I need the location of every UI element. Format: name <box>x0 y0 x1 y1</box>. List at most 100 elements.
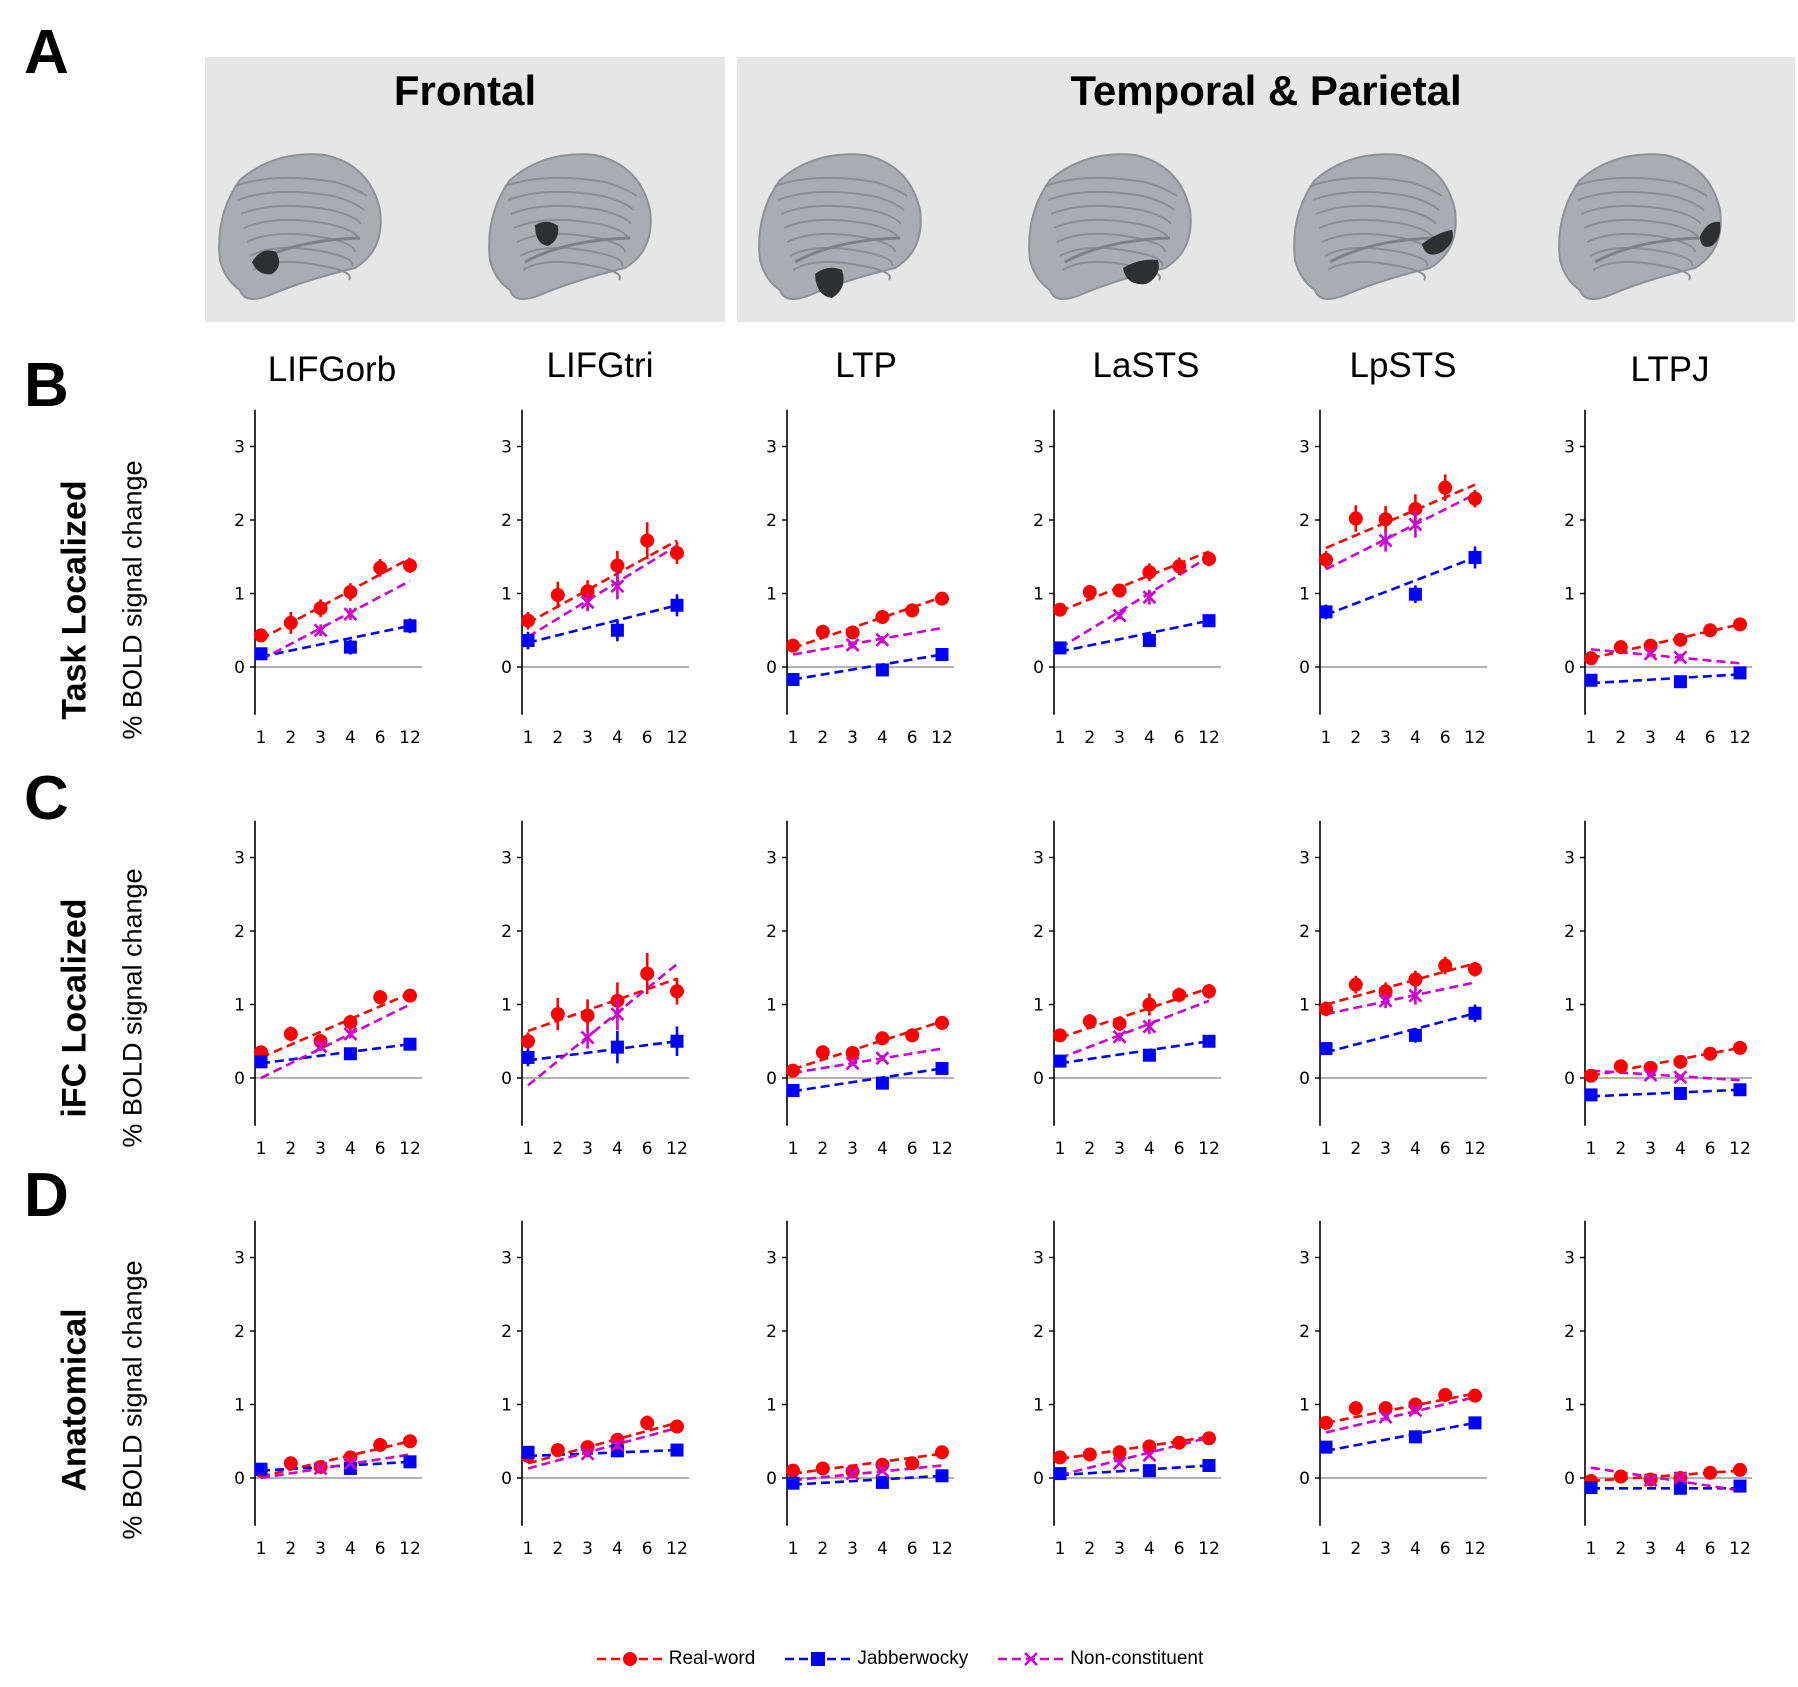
x-tick-label: 12 <box>1729 1539 1751 1559</box>
y-tick-label: 3 <box>766 849 777 869</box>
x-tick-label: 6 <box>1705 1539 1716 1559</box>
fit-line-non-constituent <box>792 1047 943 1075</box>
temporal-parietal-group-box: Temporal & Parietal <box>737 57 1795 322</box>
point-jabberwocky <box>1202 1034 1216 1048</box>
point-real-word <box>1378 512 1393 527</box>
fit-line-real-word <box>527 1421 678 1465</box>
point-real-word <box>670 1419 684 1434</box>
x-tick-label: 4 <box>612 1539 623 1559</box>
point-real-word <box>1643 1060 1658 1075</box>
temporal-parietal-group-title: Temporal & Parietal <box>1070 67 1462 114</box>
point-jabberwocky <box>935 1061 949 1075</box>
point-real-word <box>1112 583 1127 598</box>
point-real-word <box>845 1046 860 1061</box>
point-jabberwocky <box>1468 550 1482 564</box>
point-jabberwocky <box>1202 614 1216 628</box>
x-tick-label: 3 <box>847 1539 858 1559</box>
x-tick-label: 3 <box>315 1139 326 1159</box>
y-tick-label: 1 <box>501 1396 512 1416</box>
point-non-constituent <box>1673 1070 1688 1085</box>
point-non-constituent <box>1408 517 1423 532</box>
x-tick-label: 4 <box>1144 1539 1155 1559</box>
fit-line-real-word <box>527 977 678 1033</box>
fit-line-non-constituent <box>792 626 943 656</box>
y-tick-label: 2 <box>766 922 777 942</box>
y-tick-label: 1 <box>766 585 777 605</box>
y-tick-label: 1 <box>234 1396 245 1416</box>
point-real-word <box>815 1045 830 1060</box>
x-tick-label: 4 <box>877 728 888 748</box>
point-real-word <box>1172 1435 1187 1450</box>
point-real-word <box>815 624 830 639</box>
x-tick-label: 3 <box>1645 1539 1656 1559</box>
point-real-word <box>1468 1388 1482 1403</box>
x-tick-label: 6 <box>375 1139 386 1159</box>
x-tick-label: 1 <box>788 728 799 748</box>
point-jabberwocky <box>1673 1481 1687 1495</box>
y-tick-label: 0 <box>766 658 777 678</box>
y-tick-label: 2 <box>1564 922 1575 942</box>
point-real-word <box>1438 958 1453 973</box>
x-tick-label: 3 <box>315 728 326 748</box>
point-real-word <box>610 1432 625 1447</box>
fit-line-non-constituent <box>260 579 411 661</box>
y-tick-label: 1 <box>1564 585 1575 605</box>
y-tick-label: 2 <box>1033 1322 1044 1342</box>
point-real-word <box>373 990 388 1005</box>
region-label-lasts: LaSTS <box>1092 346 1200 385</box>
x-tick-label: 6 <box>1440 1139 1451 1159</box>
point-jabberwocky <box>1408 1430 1422 1444</box>
fit-line-jabberwocky <box>260 624 411 658</box>
point-real-word <box>1468 491 1482 506</box>
point-real-word <box>283 1026 298 1041</box>
point-real-word <box>254 628 268 643</box>
y-tick-label: 1 <box>766 996 777 1016</box>
y-tick-label: 2 <box>1299 511 1310 531</box>
point-non-constituent <box>610 1438 625 1452</box>
legend: Real-word Jabberwocky Non-constituent <box>0 1648 1798 1670</box>
point-real-word <box>1348 511 1363 526</box>
point-jabberwocky <box>875 1475 889 1489</box>
y-tick-label: 3 <box>1033 438 1044 458</box>
point-real-word <box>670 546 684 561</box>
y-tick-label: 3 <box>766 438 777 458</box>
point-real-word <box>1202 984 1216 999</box>
y-tick-label: 2 <box>1299 1322 1310 1342</box>
point-jabberwocky <box>670 598 684 612</box>
x-tick-label: 1 <box>256 1539 267 1559</box>
point-real-word <box>521 613 535 628</box>
point-non-constituent <box>580 1030 595 1045</box>
point-jabberwocky <box>1408 587 1422 601</box>
y-tick-label: 3 <box>1564 438 1575 458</box>
y-tick-label: 1 <box>1564 1396 1575 1416</box>
x-tick-label: 12 <box>931 1139 953 1159</box>
x-tick-label: 3 <box>1114 1539 1125 1559</box>
point-jabberwocky <box>935 648 949 662</box>
point-real-word <box>1584 1068 1598 1083</box>
point-non-constituent <box>845 638 860 652</box>
x-tick-label: 6 <box>1705 1139 1716 1159</box>
point-real-word <box>905 1028 920 1043</box>
x-tick-label: 2 <box>552 1139 563 1159</box>
point-real-word <box>550 587 565 602</box>
point-jabberwocky <box>403 619 417 633</box>
point-jabberwocky <box>1408 1028 1422 1042</box>
point-jabberwocky <box>610 1040 624 1054</box>
y-tick-label: 1 <box>234 996 245 1016</box>
y-tick-label: 1 <box>766 1396 777 1416</box>
point-real-word <box>283 615 298 630</box>
fit-line-jabberwocky <box>260 1042 411 1065</box>
point-jabberwocky <box>1733 1479 1747 1493</box>
point-real-word <box>1112 1445 1127 1460</box>
point-non-constituent <box>1378 1410 1393 1424</box>
point-jabberwocky <box>1673 1086 1687 1100</box>
fit-line-jabberwocky <box>1059 1464 1210 1477</box>
point-jabberwocky <box>875 663 889 677</box>
fit-line-real-word <box>1059 987 1210 1039</box>
y-tick-label: 3 <box>1299 849 1310 869</box>
x-tick-label: 4 <box>1410 728 1421 748</box>
fit-line-real-word <box>1590 623 1741 660</box>
point-jabberwocky <box>1584 673 1598 687</box>
